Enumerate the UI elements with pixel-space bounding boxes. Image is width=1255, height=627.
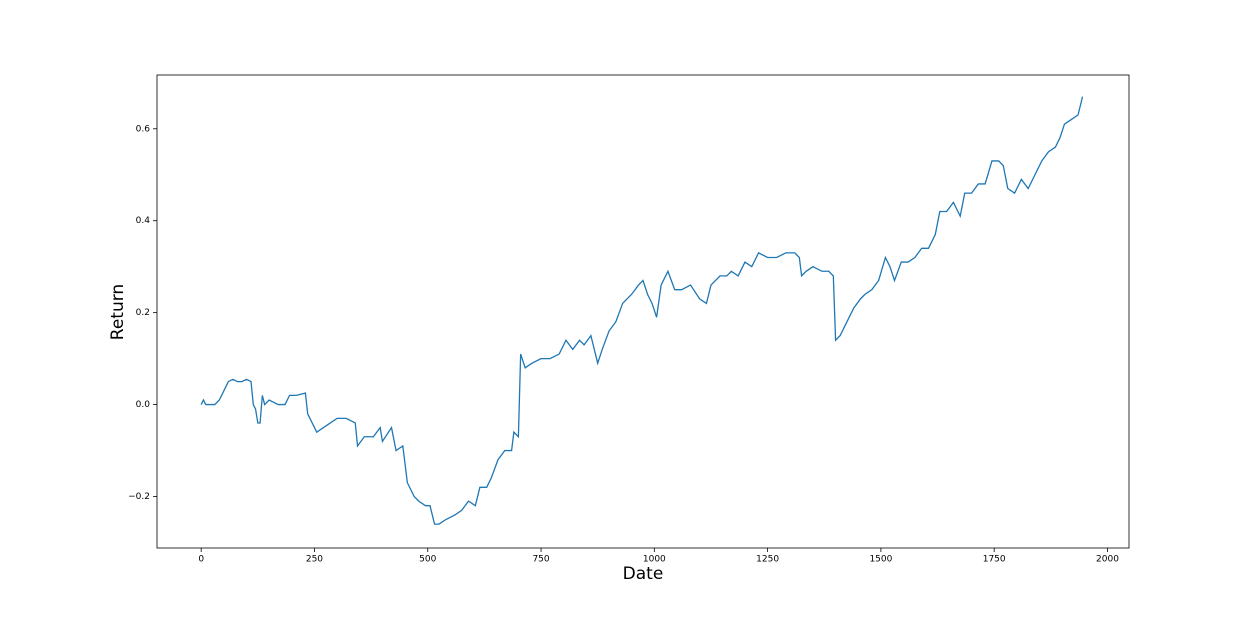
plot-frame [156,74,1130,549]
y-tick-label: 0.0 [136,400,151,410]
line-series [200,96,1084,525]
x-tick-label: 1750 [983,555,1006,565]
x-tick-label: 1500 [869,555,892,565]
x-tick-label: 250 [306,555,323,565]
y-tick-label: 0.6 [136,124,151,134]
x-axis-label: Date [623,564,664,584]
x-tick-label: 1000 [643,555,666,565]
y-tick-label: −0.2 [128,492,150,502]
x-tick-label: 2000 [1096,555,1119,565]
x-tick-label: 1250 [756,555,779,565]
x-tick-label: 750 [532,555,549,565]
y-tick-label: 0.4 [136,216,151,226]
x-tick-label: 500 [419,555,436,565]
y-axis-label: Return [108,284,128,340]
y-tick-label: 0.2 [136,308,150,318]
x-tick-label: 0 [198,555,204,565]
